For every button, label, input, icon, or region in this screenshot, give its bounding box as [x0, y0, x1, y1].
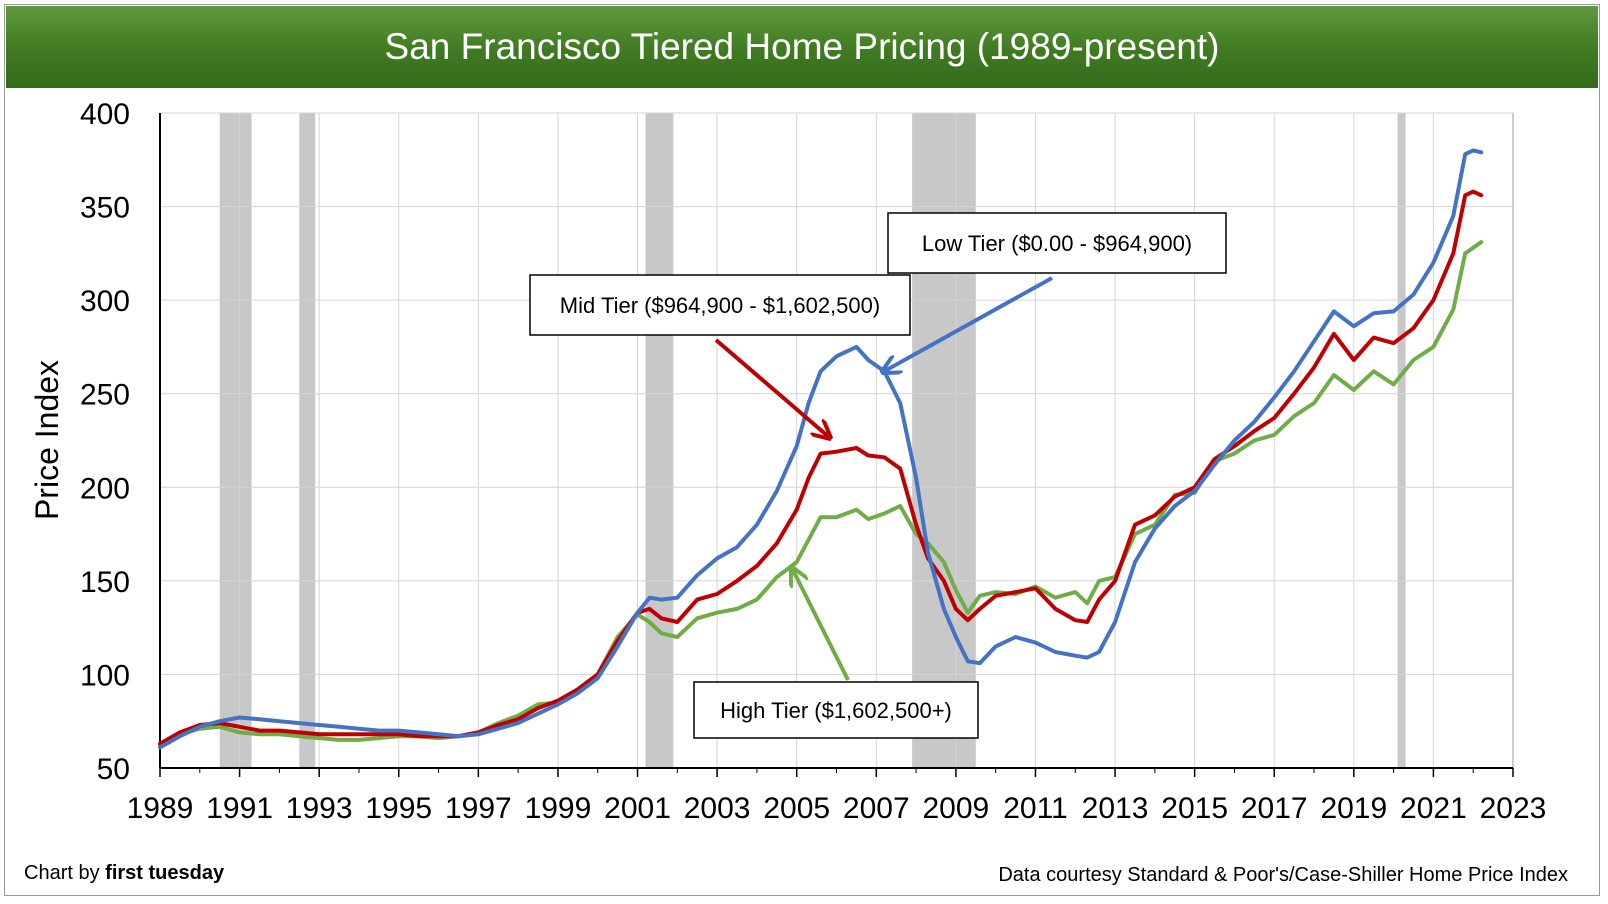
credit: Chart by first tuesday — [24, 862, 224, 885]
annotation-box — [529, 274, 911, 336]
series-line-mid-tier — [158, 189, 1484, 746]
y-axis-label: Price Index — [29, 360, 65, 520]
credit-brand: first tuesday — [105, 862, 225, 884]
recession-band — [912, 113, 976, 768]
x-tick-label: 2003 — [684, 792, 751, 825]
annotation-label: Low Tier ($0.00 - $964,900) — [922, 231, 1192, 256]
annotation-arrow — [714, 338, 829, 437]
annotation-box — [693, 681, 979, 739]
annotation-label: High Tier ($1,602,500+) — [720, 698, 952, 723]
annotation-arrow — [884, 276, 1053, 371]
x-tick-label: 2007 — [843, 792, 910, 825]
recession-band — [1397, 113, 1406, 768]
recession-band — [219, 113, 252, 768]
series-line-low-tier — [158, 148, 1484, 750]
x-tick-label: 2009 — [923, 792, 990, 825]
y-tick-label: 100 — [80, 659, 130, 692]
annotation-label: Mid Tier ($964,900 - $1,602,500) — [560, 293, 880, 318]
x-tick-label: 1995 — [365, 792, 432, 825]
x-tick-label: 1991 — [206, 792, 273, 825]
y-tick-label: 250 — [80, 379, 130, 412]
x-tick-label: 2017 — [1241, 792, 1308, 825]
y-tick-label: 200 — [80, 472, 130, 505]
x-tick-label: 2015 — [1161, 792, 1228, 825]
y-tick-label: 150 — [80, 566, 130, 599]
x-tick-label: 2001 — [604, 792, 671, 825]
y-tick-label: 400 — [80, 98, 130, 131]
recession-band — [299, 113, 316, 768]
x-tick-label: 1989 — [127, 792, 194, 825]
credit-prefix: Chart by — [24, 862, 100, 884]
annotation-arrow — [793, 570, 850, 681]
x-tick-label: 1997 — [445, 792, 512, 825]
y-tick-label: 300 — [80, 285, 130, 318]
data-source: Data courtesy Standard & Poor's/Case-Shi… — [998, 864, 1568, 886]
y-tick-label: 350 — [80, 192, 130, 225]
series-lines — [158, 148, 1484, 750]
annotation-box — [887, 212, 1227, 274]
x-tick-label: 1993 — [286, 792, 353, 825]
plot-area — [159, 112, 1514, 769]
x-tick-label: 2019 — [1320, 792, 1387, 825]
x-tick-label: 2021 — [1400, 792, 1467, 825]
x-tick-label: 2013 — [1082, 792, 1149, 825]
x-tick-label: 2023 — [1480, 792, 1547, 825]
chart-title: San Francisco Tiered Home Pricing (1989-… — [384, 26, 1220, 67]
title-bar: San Francisco Tiered Home Pricing (1989-… — [6, 6, 1598, 88]
x-tick-label: 2005 — [763, 792, 830, 825]
x-tick-label: 2011 — [1003, 792, 1068, 825]
x-tick-label: 1999 — [525, 792, 592, 825]
grid-lines — [160, 112, 1513, 768]
recession-band — [645, 113, 674, 768]
annotations: Low Tier ($0.00 - $964,900) Mid Tier ($96… — [529, 212, 1227, 739]
y-tick-label: 50 — [97, 753, 130, 786]
axes: 50 100 150 200 250 300 350 400 1989 1991 1993 1995 1… — [80, 98, 1546, 825]
